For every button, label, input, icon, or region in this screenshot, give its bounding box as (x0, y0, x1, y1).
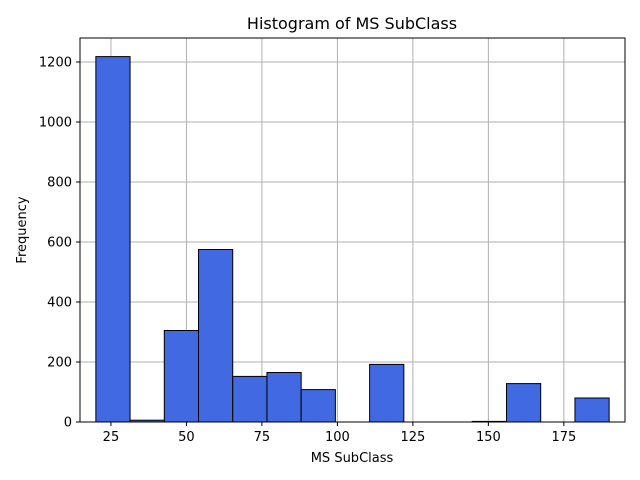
grid-layer (80, 38, 625, 423)
y-tick-label: 400 (47, 296, 72, 311)
x-tick-label: 100 (325, 430, 350, 445)
y-tick-label: 200 (47, 356, 72, 371)
x-axis-label: MS SubClass (311, 451, 394, 466)
histogram-bar (266, 372, 302, 423)
x-tick-label: 175 (551, 430, 576, 445)
histogram-bar (300, 389, 336, 423)
histogram-bar (505, 383, 542, 423)
histogram-bar (574, 397, 610, 423)
axes-layer (79, 37, 626, 423)
y-tick-label: 1000 (39, 116, 72, 131)
y-tick-label: 0 (64, 416, 72, 431)
x-tick-label: 25 (103, 430, 120, 445)
y-tick-label: 800 (47, 176, 72, 191)
histogram-bar (232, 375, 268, 423)
bars-layer (95, 56, 610, 423)
x-tick-label: 50 (178, 430, 195, 445)
ticks-layer: 25 50 75 100 125 150 175 0 200 400 600 800 1000 1200 (39, 56, 576, 446)
y-tick-label: 1200 (39, 56, 72, 71)
chart-title: Histogram of MS SubClass (247, 14, 457, 33)
x-tick-label: 150 (476, 430, 501, 445)
x-tick-label: 75 (254, 430, 271, 445)
histogram-bar (369, 363, 405, 423)
y-axis-label: Frequency (15, 196, 30, 263)
plot-frame (79, 37, 626, 423)
y-tick-label: 600 (47, 236, 72, 251)
histogram-bar (163, 330, 200, 423)
histogram-bar (95, 56, 131, 423)
histogram-bar (198, 249, 234, 423)
x-tick-label: 125 (400, 430, 425, 445)
